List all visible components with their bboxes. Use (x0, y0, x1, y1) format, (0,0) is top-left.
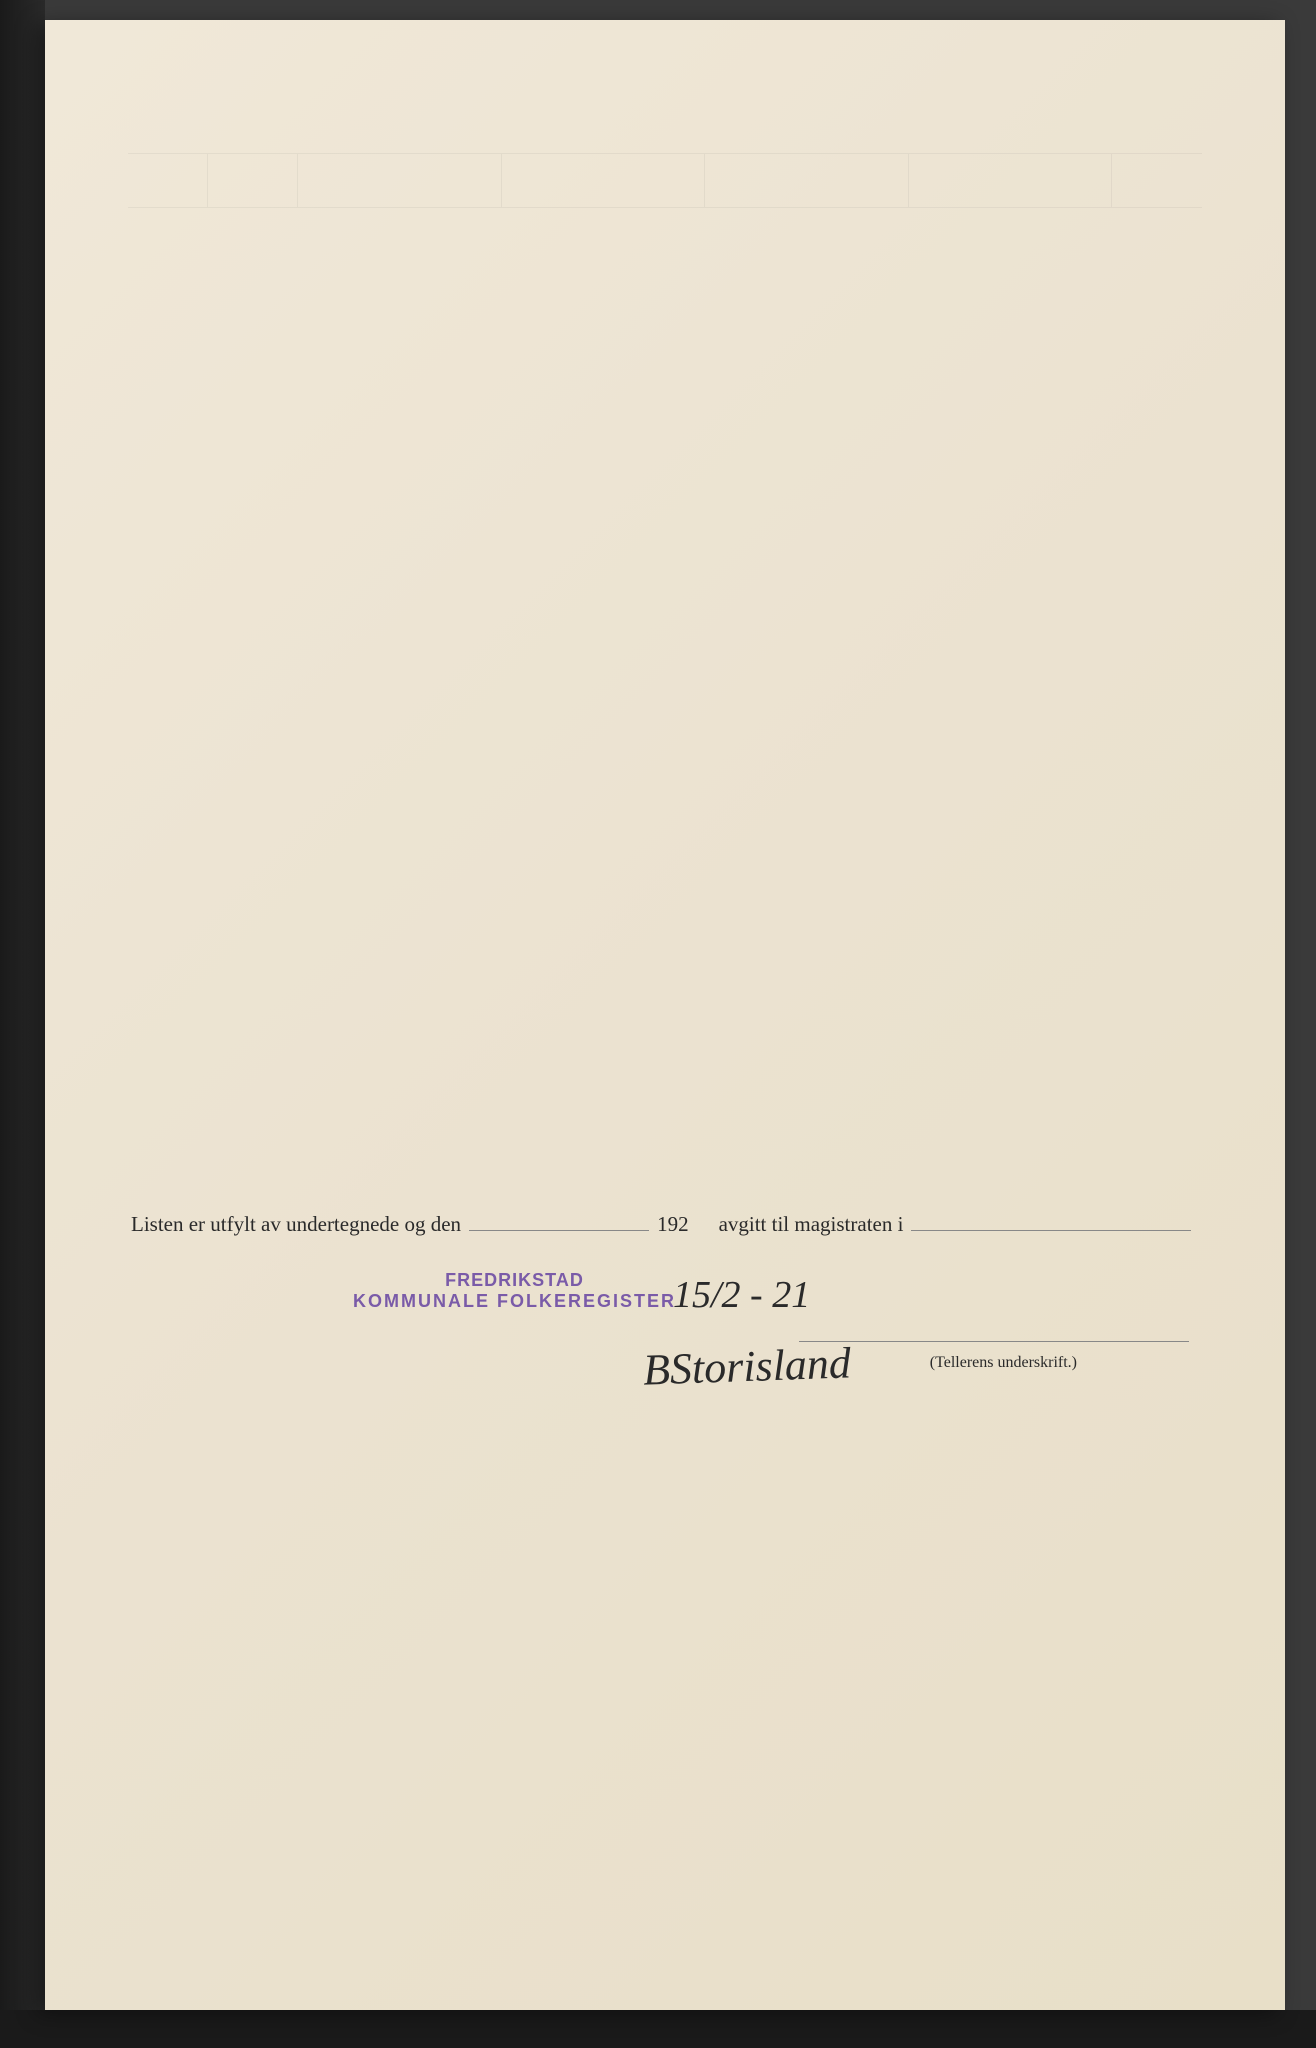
form-year-prefix: 192 (657, 1212, 689, 1237)
form-declaration-line: Listen er utfylt av undertegnede og den … (131, 1212, 1199, 1237)
registry-stamp: FREDRIKSTAD KOMMUNALE FOLKEREGISTER (353, 1270, 676, 1312)
bleed-through-table (128, 153, 1202, 263)
form-suffix-text: avgitt til magistraten i (719, 1212, 904, 1237)
form-blank-magistrate (911, 1230, 1191, 1231)
stamp-city: FREDRIKSTAD (353, 1270, 676, 1291)
document-page: Listen er utfylt av undertegnede og den … (45, 20, 1285, 2010)
page-content-area: Listen er utfylt av undertegnede og den … (83, 58, 1247, 1972)
handwritten-signature: BStorisland (642, 1337, 851, 1395)
scan-dark-edge (0, 0, 45, 2048)
form-prefix-text: Listen er utfylt av undertegnede og den (131, 1212, 461, 1237)
signature-caption: (Tellerens underskrift.) (930, 1354, 1077, 1372)
form-blank-date (469, 1230, 649, 1231)
handwritten-date: 15/2 - 21 (673, 1273, 810, 1317)
stamp-office: KOMMUNALE FOLKEREGISTER (353, 1291, 676, 1312)
signature-underline (799, 1341, 1189, 1342)
scan-bottom-edge (0, 2010, 1316, 2048)
